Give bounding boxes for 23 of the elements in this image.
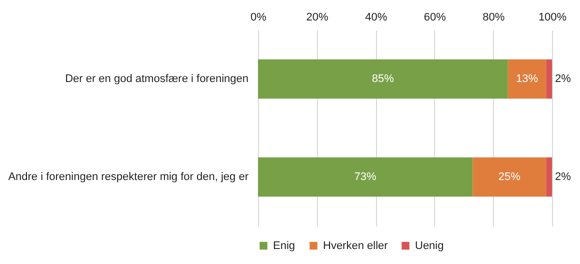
- data-label: 2%: [555, 171, 572, 183]
- x-tick-label: 0%: [250, 12, 267, 24]
- bar: [258, 157, 473, 197]
- bar: [546, 157, 552, 197]
- y-tick-label: Andre i foreningen respekterer mig for den, jeg er: [8, 171, 249, 183]
- bar: [546, 59, 552, 99]
- legend-label: Enig: [273, 240, 296, 252]
- x-tick-label: 20%: [306, 12, 329, 24]
- data-label: 73%: [354, 171, 377, 183]
- x-tick-label: 100%: [538, 12, 567, 24]
- legend-label: Uenig: [415, 240, 444, 252]
- x-tick-label: 60%: [424, 12, 446, 24]
- bar: [508, 59, 546, 99]
- bar: [472, 157, 546, 197]
- x-tick-label: 80%: [482, 12, 505, 24]
- data-label: 13%: [516, 73, 538, 85]
- data-label: 85%: [372, 73, 394, 85]
- legend-label: Hverken eller: [323, 240, 388, 252]
- bar: [258, 59, 508, 99]
- data-label: 25%: [498, 171, 521, 183]
- x-tick-label: 40%: [365, 12, 388, 24]
- y-tick-label: Der er en god atmosfære i foreningen: [65, 73, 248, 85]
- data-label: 2%: [555, 73, 572, 85]
